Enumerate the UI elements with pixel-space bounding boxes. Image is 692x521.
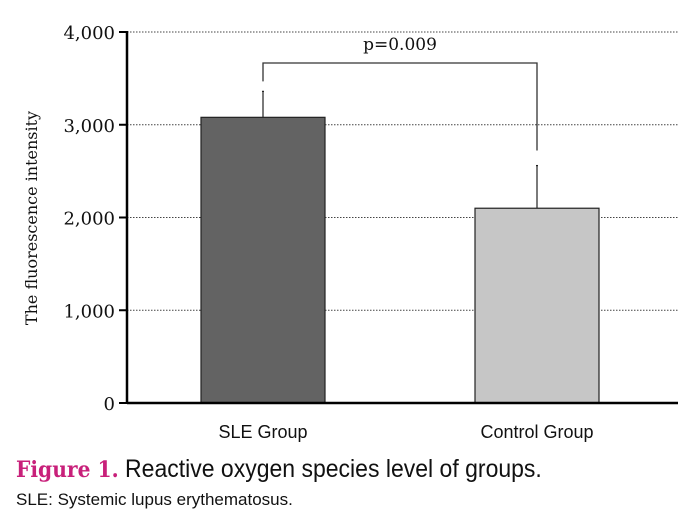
significance-bracket <box>262 62 538 151</box>
y-axis-label: The fluorescence intensity <box>22 111 41 325</box>
bar <box>474 207 600 404</box>
caption-text: Reactive oxygen species level of groups. <box>118 455 542 483</box>
y-tick-label: 4,000 <box>63 23 115 44</box>
figure-caption: Figure 1. Reactive oxygen species level … <box>16 455 542 484</box>
bar-chart: 0 1,000 2,000 3,000 4,000 SLE Group Control Gr… <box>22 23 678 442</box>
caption-note: SLE: Systemic lupus erythematosus. <box>16 490 293 509</box>
x-tick-label: SLE Group <box>218 422 307 442</box>
y-tick-label: 3,000 <box>63 116 115 137</box>
y-tick-label: 0 <box>104 394 115 415</box>
x-tick-label: Control Group <box>480 422 593 442</box>
p-value-annotation: p=0.009 <box>363 35 437 55</box>
bar <box>200 116 326 404</box>
y-tick-label: 2,000 <box>63 209 115 230</box>
y-tick-label: 1,000 <box>63 301 115 322</box>
figure-label: Figure 1. <box>16 457 119 483</box>
